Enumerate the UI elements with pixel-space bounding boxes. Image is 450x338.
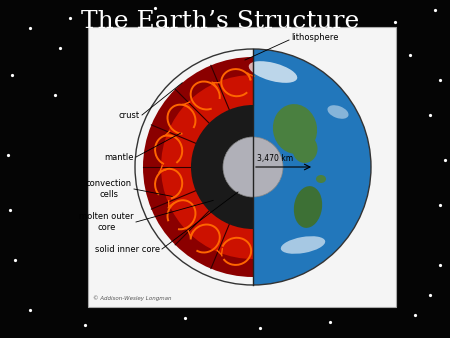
Circle shape — [223, 137, 283, 197]
Text: convection
cells: convection cells — [86, 179, 132, 199]
Text: crust: crust — [119, 111, 140, 120]
Wedge shape — [161, 75, 253, 259]
Text: © Addison-Wesley Longman: © Addison-Wesley Longman — [93, 295, 171, 301]
Wedge shape — [191, 105, 253, 229]
Ellipse shape — [316, 175, 326, 183]
Ellipse shape — [292, 135, 318, 163]
Text: The Earth’s Structure: The Earth’s Structure — [81, 10, 359, 33]
Wedge shape — [143, 57, 253, 277]
Text: solid inner core: solid inner core — [95, 244, 160, 254]
Ellipse shape — [273, 104, 317, 154]
Ellipse shape — [328, 105, 349, 119]
Text: molten outer
core: molten outer core — [79, 212, 134, 232]
Bar — [88, 27, 396, 307]
Ellipse shape — [249, 61, 297, 83]
Text: mantle: mantle — [104, 152, 134, 162]
Ellipse shape — [281, 236, 325, 254]
Ellipse shape — [294, 186, 322, 228]
Text: lithosphere: lithosphere — [291, 32, 338, 42]
Text: 3,470 km: 3,470 km — [257, 154, 293, 163]
Wedge shape — [253, 49, 371, 285]
